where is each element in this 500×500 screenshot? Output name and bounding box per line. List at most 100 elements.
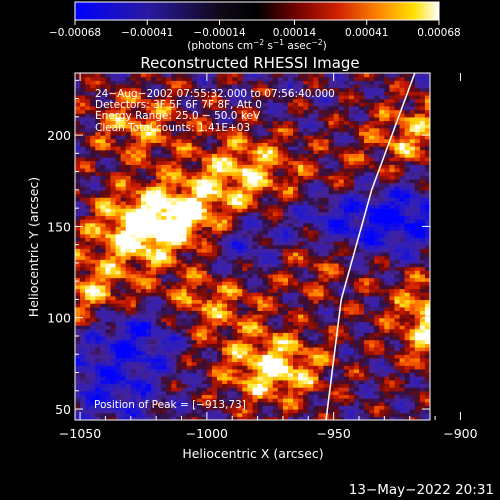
heatmap-cell [323, 127, 330, 133]
heatmap-cell [328, 314, 335, 319]
heatmap-cell [217, 266, 223, 271]
heatmap-cell [191, 335, 198, 341]
heatmap-cell [232, 175, 238, 180]
heatmap-cell [130, 204, 137, 209]
heatmap-cell [110, 262, 117, 268]
heatmap-cell [211, 73, 218, 78]
heatmap-cell [298, 365, 304, 370]
heatmap-cell [181, 416, 188, 420]
heatmap-cell [318, 251, 325, 257]
heatmap-cell [130, 178, 137, 184]
heatmap-cell [156, 233, 162, 238]
heatmap-cell [85, 379, 91, 385]
heatmap-cell [120, 292, 127, 297]
heatmap-cell [95, 328, 101, 333]
heatmap-cell [85, 186, 91, 191]
heatmap-cell [211, 409, 218, 414]
heatmap-cell [303, 416, 309, 420]
heatmap-cell [75, 270, 81, 275]
heatmap-cell [196, 317, 203, 322]
heatmap-cell [105, 149, 112, 154]
heatmap-cell [80, 379, 86, 385]
heatmap-cell [242, 259, 249, 264]
heatmap-cell [237, 91, 243, 96]
heatmap-cell [288, 153, 294, 158]
heatmap-cell [333, 251, 340, 257]
heatmap-cell [125, 241, 132, 246]
heatmap-cell [140, 83, 147, 89]
heatmap-cell [105, 394, 112, 399]
heatmap-cell [95, 310, 101, 315]
heatmap-cell [227, 325, 233, 330]
heatmap-cell [257, 87, 264, 92]
heatmap-cell [130, 390, 137, 396]
heatmap-cell [247, 200, 254, 206]
heatmap-cell [161, 237, 167, 242]
heatmap-cell [161, 277, 167, 282]
heatmap-cell [308, 222, 314, 228]
heatmap-cell [206, 379, 213, 385]
heatmap-cell [130, 98, 137, 103]
heatmap-cell [171, 233, 178, 238]
heatmap-cell [217, 208, 223, 213]
heatmap-cell [146, 314, 152, 319]
heatmap-cell [186, 237, 193, 242]
heatmap-cell [262, 310, 269, 315]
heatmap-cell [90, 273, 96, 279]
heatmap-cell [247, 409, 254, 414]
heatmap-cell [277, 379, 284, 385]
heatmap-cell [191, 409, 198, 414]
heatmap-cell [333, 193, 340, 198]
heatmap-cell [135, 255, 142, 260]
heatmap-cell [90, 409, 96, 414]
heatmap-cell [282, 306, 289, 312]
heatmap-cell [298, 259, 304, 264]
heatmap-cell [115, 138, 122, 143]
heatmap-cell [85, 157, 91, 162]
heatmap-cell [130, 138, 137, 143]
heatmap-cell [125, 394, 132, 399]
heatmap-cell [257, 368, 264, 374]
heatmap-cell [75, 339, 81, 344]
heatmap-cell [277, 284, 284, 290]
heatmap-cell [328, 83, 335, 89]
heatmap-cell [186, 200, 193, 206]
heatmap-cell [206, 255, 213, 260]
heatmap-cell [257, 281, 264, 286]
heatmap-cell [161, 266, 167, 271]
heatmap-cell [211, 343, 218, 348]
heatmap-cell [196, 102, 203, 107]
heatmap-cell [217, 219, 223, 224]
heatmap-cell [206, 401, 213, 406]
heatmap-cell [282, 314, 289, 319]
heatmap-cell [75, 383, 81, 388]
heatmap-cell [227, 91, 233, 96]
heatmap-cell [130, 233, 137, 238]
heatmap-cell [130, 248, 137, 253]
heatmap-cell [206, 171, 213, 176]
heatmap-cell [247, 248, 254, 253]
heatmap-cell [135, 164, 142, 169]
heatmap-cell [176, 211, 183, 217]
heatmap-cell [257, 241, 264, 246]
heatmap-cell [120, 87, 127, 92]
heatmap-cell [166, 409, 172, 414]
heatmap-cell [282, 412, 289, 417]
heatmap-cell [257, 350, 264, 355]
heatmap-cell [115, 135, 122, 140]
heatmap-cell [267, 171, 274, 176]
heatmap-cell [105, 135, 112, 140]
heatmap-cell [211, 306, 218, 312]
heatmap-cell [206, 91, 213, 96]
heatmap-cell [135, 270, 142, 275]
heatmap-cell [257, 211, 264, 217]
heatmap-cell [110, 116, 117, 122]
heatmap-cell [201, 383, 208, 388]
heatmap-cell [191, 73, 198, 78]
heatmap-cell [267, 98, 274, 103]
heatmap-cell [288, 273, 294, 279]
colorbar-tick-label: −0.00068 [49, 27, 101, 39]
heatmap-cell [110, 288, 117, 293]
heatmap-cell [206, 175, 213, 180]
heatmap-cell [156, 244, 162, 249]
